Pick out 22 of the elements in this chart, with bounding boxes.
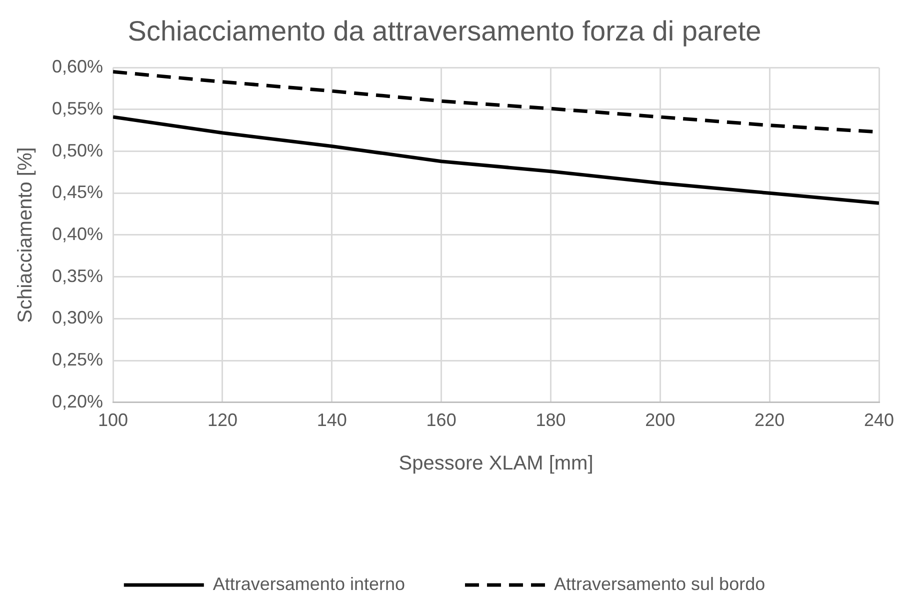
- legend-label: Attraversamento sul bordo: [554, 574, 766, 594]
- y-tick-label: 0,20%: [52, 391, 104, 412]
- x-axis-title: Spessore XLAM [mm]: [398, 452, 594, 475]
- x-tick-label: 140: [316, 410, 347, 430]
- y-tick-label: 0,50%: [52, 140, 104, 160]
- y-tick-label: 0,35%: [52, 266, 104, 286]
- y-tick-label: 0,55%: [52, 98, 104, 118]
- x-tick-label: 120: [207, 410, 238, 430]
- x-tick-label: 100: [98, 410, 128, 430]
- x-tick-label: 220: [754, 410, 785, 430]
- y-tick-label: 0,30%: [52, 308, 104, 328]
- y-tick-label: 0,25%: [52, 350, 104, 370]
- y-tick-label: 0,45%: [52, 182, 104, 202]
- y-tick-label: 0,60%: [52, 56, 104, 77]
- x-tick-label: 200: [645, 410, 676, 430]
- legend-label: Attraversamento interno: [212, 574, 405, 594]
- y-axis-title: Schiacciamento [%]: [14, 147, 37, 323]
- y-tick-label: 0,40%: [52, 224, 104, 244]
- x-tick-label: 180: [536, 410, 566, 430]
- x-tick-label: 160: [426, 410, 456, 430]
- x-tick-label: 240: [864, 410, 894, 430]
- chart-title: Schiacciamento da attraversamento forza di parete: [128, 16, 762, 47]
